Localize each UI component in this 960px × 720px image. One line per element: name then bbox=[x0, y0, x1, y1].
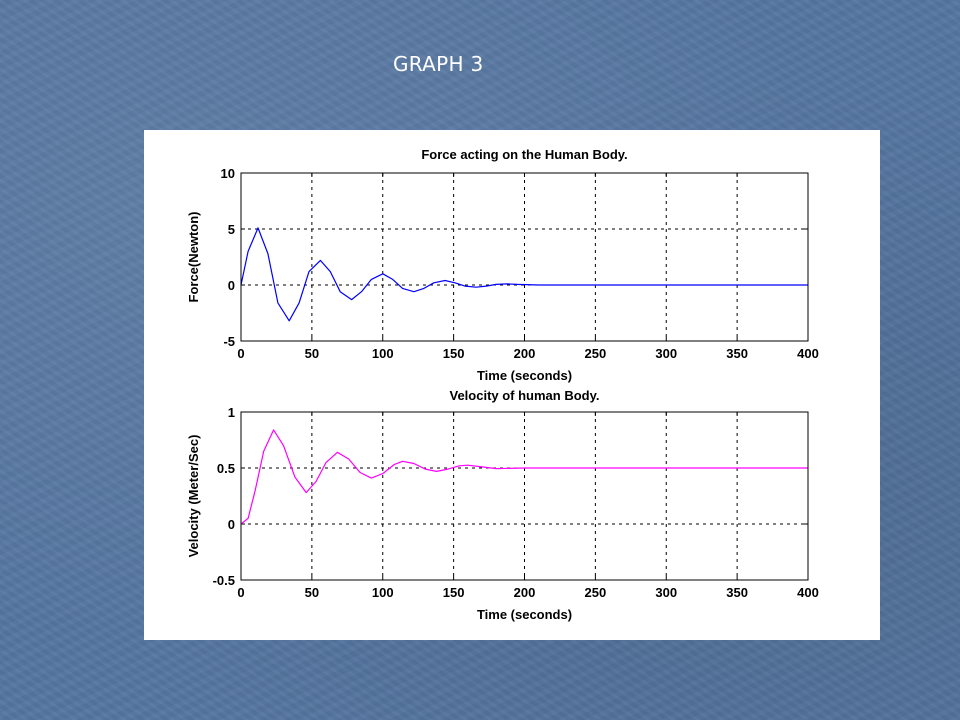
chart2-xtick-label: 250 bbox=[585, 585, 607, 600]
chart2-xtick-label: 200 bbox=[514, 585, 536, 600]
chart1-xlabel: Time (seconds) bbox=[477, 368, 572, 383]
chart1-ytick-label: 5 bbox=[228, 222, 235, 237]
chart2-xtick-label: 100 bbox=[372, 585, 394, 600]
chart2-ytick-label: 1 bbox=[228, 405, 235, 420]
chart1-xtick-label: 150 bbox=[443, 346, 465, 361]
chart2-xtick-label: 400 bbox=[797, 585, 819, 600]
chart1-ylabel: Force(Newton) bbox=[186, 212, 201, 303]
chart1-xtick-label: 250 bbox=[585, 346, 607, 361]
chart1-ytick-label: 0 bbox=[228, 278, 235, 293]
chart2-ytick-label: 0.5 bbox=[217, 461, 235, 476]
chart1-xtick-label: 0 bbox=[237, 346, 244, 361]
chart1-title: Force acting on the Human Body. bbox=[421, 147, 627, 162]
chart2-xtick-label: 50 bbox=[305, 585, 319, 600]
chart2-xtick-label: 150 bbox=[443, 585, 465, 600]
chart1-series-line bbox=[240, 227, 808, 322]
chart2-ytick-label: 0 bbox=[228, 517, 235, 532]
chart1-xtick-label: 50 bbox=[305, 346, 319, 361]
chart2-xtick-label: 300 bbox=[655, 585, 677, 600]
chart2-axes-box bbox=[240, 411, 809, 581]
chart2-title: Velocity of human Body. bbox=[449, 388, 599, 403]
chart1-axes-box bbox=[240, 172, 809, 342]
chart1-ytick-label: -5 bbox=[223, 334, 235, 349]
chart1-xtick-label: 300 bbox=[655, 346, 677, 361]
chart2-xtick-label: 0 bbox=[237, 585, 244, 600]
figure-panel: 0 50 100 150 200 250 300 350 400 -5 0 5 10 Force acti… bbox=[144, 130, 880, 640]
chart1-ytick-label: 10 bbox=[221, 166, 235, 181]
chart2-xtick-label: 350 bbox=[726, 585, 748, 600]
chart1-xtick-label: 350 bbox=[726, 346, 748, 361]
chart2-series-line bbox=[240, 429, 808, 525]
chart2-xlabel: Time (seconds) bbox=[477, 607, 572, 622]
chart1-xtick-label: 200 bbox=[514, 346, 536, 361]
slide-title: GRAPH 3 bbox=[393, 52, 484, 76]
chart2-ylabel: Velocity (Meter/Sec) bbox=[186, 435, 201, 558]
chart1-xtick-label: 100 bbox=[372, 346, 394, 361]
chart2-ytick-label: -0.5 bbox=[213, 573, 235, 588]
chart1-xtick-label: 400 bbox=[797, 346, 819, 361]
